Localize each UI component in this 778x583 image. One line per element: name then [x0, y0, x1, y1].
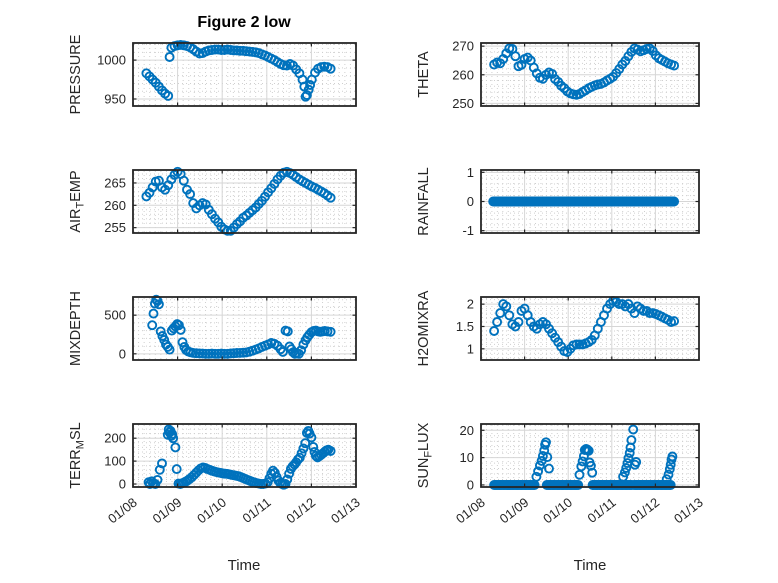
x-tick-labels: 01/08 01/09 01/10 01/11 01/12 01/13: [105, 495, 363, 527]
svg-text:1.5: 1.5: [456, 319, 474, 334]
svg-text:1: 1: [467, 165, 474, 180]
subplot-rainfall: -1 0 1 RAINFALL: [416, 165, 700, 238]
axes-box: [132, 296, 357, 361]
svg-text:500: 500: [104, 308, 126, 323]
svg-text:01/10: 01/10: [540, 495, 575, 527]
svg-text:260: 260: [104, 198, 126, 213]
y-tick-labels: 11.52: [456, 297, 474, 357]
svg-text:0: 0: [467, 477, 474, 492]
y-axis-label: THETA: [416, 51, 432, 98]
y-tick-labels: 0 10 20: [460, 423, 474, 493]
y-tick-labels: 0 100 200: [104, 431, 126, 492]
x-tick-labels: 01/08 01/09 01/10 01/11 01/12 01/13: [453, 495, 706, 527]
y-tick-labels: 255 260 265: [104, 175, 126, 235]
y-axis-label: RAINFALL: [416, 167, 432, 236]
svg-text:01/08: 01/08: [453, 495, 488, 527]
svg-text:1000: 1000: [97, 53, 126, 68]
svg-text:2: 2: [467, 297, 474, 312]
x-axis-label-left: Time: [228, 557, 261, 574]
svg-text:01/13: 01/13: [671, 495, 706, 527]
svg-text:01/09: 01/09: [497, 495, 532, 527]
axis-ticks: [132, 43, 357, 106]
y-tick-labels: -1 0 1: [462, 165, 474, 238]
svg-text:0: 0: [467, 194, 474, 209]
axes-box: [132, 423, 357, 488]
axis-ticks: [132, 297, 357, 360]
svg-text:255: 255: [104, 220, 126, 235]
data-points: [489, 424, 678, 490]
svg-text:01/11: 01/11: [585, 495, 619, 526]
axes-box: [132, 42, 357, 107]
data-points: [489, 43, 680, 100]
y-axis-label: PRESSURE: [68, 34, 84, 114]
svg-text:0: 0: [119, 477, 126, 492]
y-axis-label: SUNFLUX: [416, 422, 435, 488]
y-axis-label: H2OMIXRA: [416, 290, 432, 366]
data-points: [489, 296, 680, 357]
data-points: [488, 196, 680, 207]
y-tick-labels: 250 260 270: [452, 39, 474, 111]
svg-text:950: 950: [104, 92, 126, 107]
svg-text:0: 0: [119, 346, 126, 361]
svg-text:10: 10: [460, 450, 474, 465]
axes-box: [132, 169, 357, 234]
svg-text:01/09: 01/09: [150, 495, 185, 527]
subplot-mixdepth: 0 500 MIXDEPTH: [68, 291, 357, 366]
y-axis-label: MIXDEPTH: [68, 291, 84, 366]
svg-text:01/10: 01/10: [194, 495, 229, 527]
axis-ticks: [480, 424, 700, 487]
svg-text:250: 250: [452, 96, 474, 111]
svg-text:200: 200: [104, 431, 126, 446]
data-points: [143, 424, 336, 490]
subplot-airtemp: 255 260 265 AIRTEMP: [68, 166, 357, 236]
svg-text:01/12: 01/12: [627, 495, 662, 527]
axis-ticks: [480, 297, 700, 360]
figure-title: Figure 2 low: [197, 14, 291, 31]
axis-ticks: [132, 424, 357, 487]
y-tick-labels: 0 500: [104, 308, 126, 362]
svg-text:260: 260: [452, 67, 474, 82]
y-tick-labels: 950 1000: [97, 53, 126, 107]
grid-minor: [482, 171, 698, 232]
y-axis-label: TERRMSL: [68, 422, 87, 488]
data-points: [141, 39, 336, 102]
data-points: [141, 166, 336, 236]
svg-text:265: 265: [104, 175, 126, 190]
axis-ticks: [480, 43, 700, 106]
svg-text:01/08: 01/08: [105, 495, 140, 527]
axes-box: [480, 423, 700, 488]
subplot-pressure: 950 1000 PRESSURE: [68, 34, 357, 114]
svg-text:20: 20: [460, 423, 474, 438]
svg-text:01/11: 01/11: [240, 495, 274, 526]
svg-text:100: 100: [104, 454, 126, 469]
svg-text:01/13: 01/13: [328, 495, 363, 527]
axis-ticks: [480, 170, 700, 233]
axes-box: [480, 296, 700, 361]
axis-ticks: [132, 170, 357, 233]
data-points: [147, 294, 336, 359]
y-axis-label: AIRTEMP: [68, 170, 87, 232]
svg-text:01/12: 01/12: [283, 495, 318, 527]
x-axis-label-right: Time: [574, 557, 607, 574]
svg-text:270: 270: [452, 39, 474, 54]
subplot-theta: 250 260 270 THETA: [416, 39, 700, 111]
svg-text:1: 1: [467, 341, 474, 356]
svg-text:-1: -1: [462, 223, 474, 238]
